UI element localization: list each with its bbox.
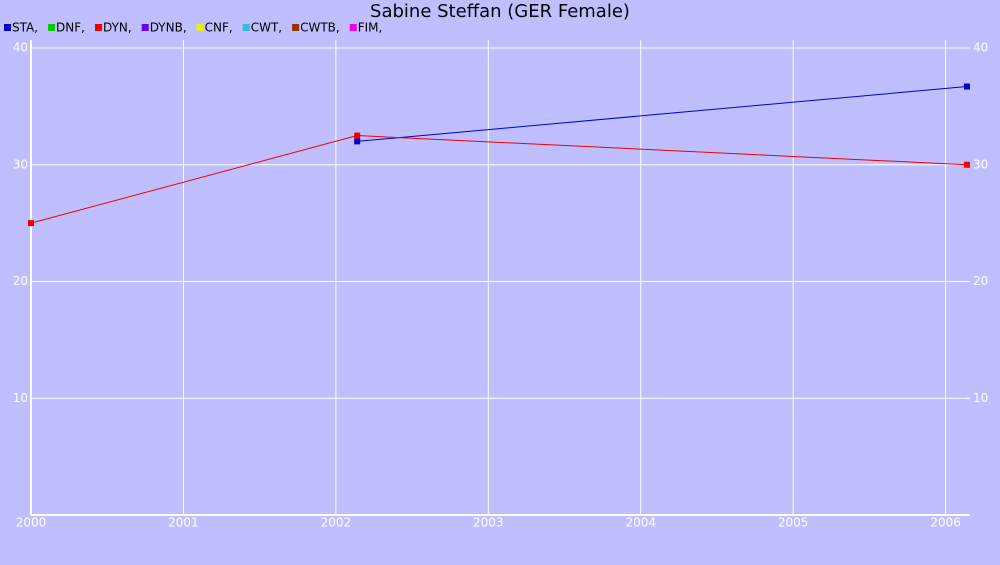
chart-title: Sabine Steffan (GER Female): [370, 1, 630, 22]
y-tick-label: 10: [13, 391, 28, 405]
legend-swatch: [292, 24, 300, 31]
x-tick-label: 2002: [321, 516, 352, 530]
point: [28, 220, 34, 227]
x-tick-label: 2001: [168, 516, 199, 530]
x-tick-label: 2005: [778, 516, 809, 530]
point: [963, 161, 970, 168]
legend-swatch: [48, 24, 56, 31]
point: [354, 138, 361, 145]
y2-tick-label: 10: [973, 391, 988, 405]
y2-tick-label: 20: [973, 274, 988, 288]
point: [354, 132, 361, 139]
legend-swatch: [196, 24, 204, 31]
legend-swatch: [242, 24, 250, 31]
legend-label: DYN,: [103, 21, 132, 35]
legend-label: CNF,: [205, 21, 233, 35]
legend-swatch: [4, 24, 11, 31]
legend-label: DNF,: [56, 21, 85, 35]
legend-label: FIM,: [358, 21, 383, 35]
legend-swatch: [349, 24, 357, 31]
legend-label: CWTB,: [300, 21, 340, 35]
legend-swatch: [94, 24, 102, 31]
legend-label: CWT,: [251, 21, 282, 35]
x-tick-label: 2000: [16, 516, 47, 530]
legend-label: STA,: [12, 21, 38, 35]
y-tick-label: 30: [13, 157, 28, 171]
legend-label: DYNB,: [150, 21, 187, 35]
y-tick-label: 20: [13, 274, 28, 288]
x-tick-label: 2004: [625, 516, 656, 530]
y2-tick-label: 40: [973, 41, 988, 55]
x-tick-label: 2003: [473, 516, 504, 530]
x-tick-label: 2006: [930, 516, 961, 530]
point: [963, 83, 970, 90]
series-line: [357, 86, 967, 142]
y-tick-label: 40: [13, 41, 28, 55]
y2-tick-label: 30: [973, 157, 988, 171]
legend-swatch: [141, 24, 149, 31]
